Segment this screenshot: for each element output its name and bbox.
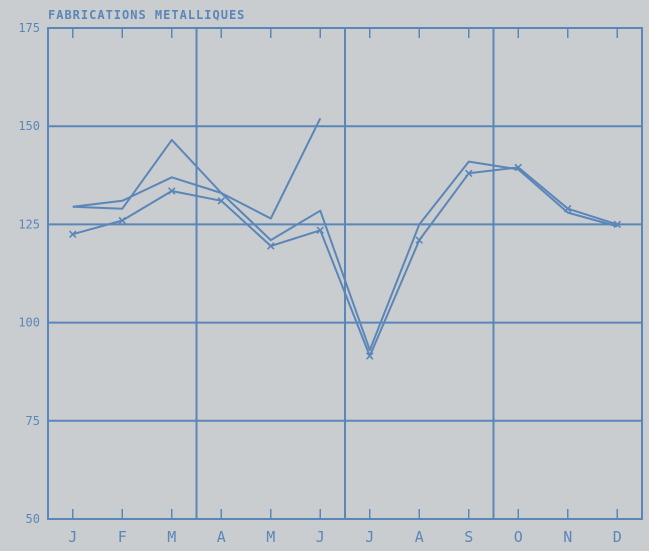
x-tick-label: A [415,528,424,546]
series-layer [68,117,622,360]
y-tick-label: 125 [18,217,40,231]
x-tick-label: A [217,528,226,546]
series-point [217,197,226,205]
x-tick-label: J [316,528,325,546]
grid-layer [47,27,643,520]
series-point [266,242,275,250]
series-point [464,169,473,178]
x-tick-label: M [266,528,275,546]
y-tick-label: 75 [26,414,40,428]
y-tick-label: 100 [18,316,40,330]
x-tick-label: S [464,528,473,546]
y-tick-label: 150 [18,119,40,133]
series-point [415,236,424,244]
series-line-2 [72,160,618,352]
series-point [365,352,374,360]
x-tick-label: F [118,528,127,546]
series-point [316,226,325,235]
series-point [563,204,572,213]
x-tick-label: N [563,528,572,546]
x-tick-label: J [68,528,77,546]
series-point [68,230,77,238]
y-tick-label: 50 [26,512,40,526]
x-tick-label: M [167,528,176,546]
series-point [118,216,127,225]
x-tick-label: O [514,528,523,546]
x-tick-label: D [613,528,622,546]
series-point [514,163,523,172]
series-point [613,220,622,229]
tick-layer: 50 75 100 125 150 175 J F M A M J J A S O N D [18,21,621,546]
chart-title: FABRICATIONS METALLIQUES [48,8,245,22]
x-tick-label: J [365,528,374,546]
series-line-3 [72,166,618,357]
series-point [167,187,176,195]
series-line-1 [72,117,322,220]
y-tick-label: 175 [18,21,40,35]
